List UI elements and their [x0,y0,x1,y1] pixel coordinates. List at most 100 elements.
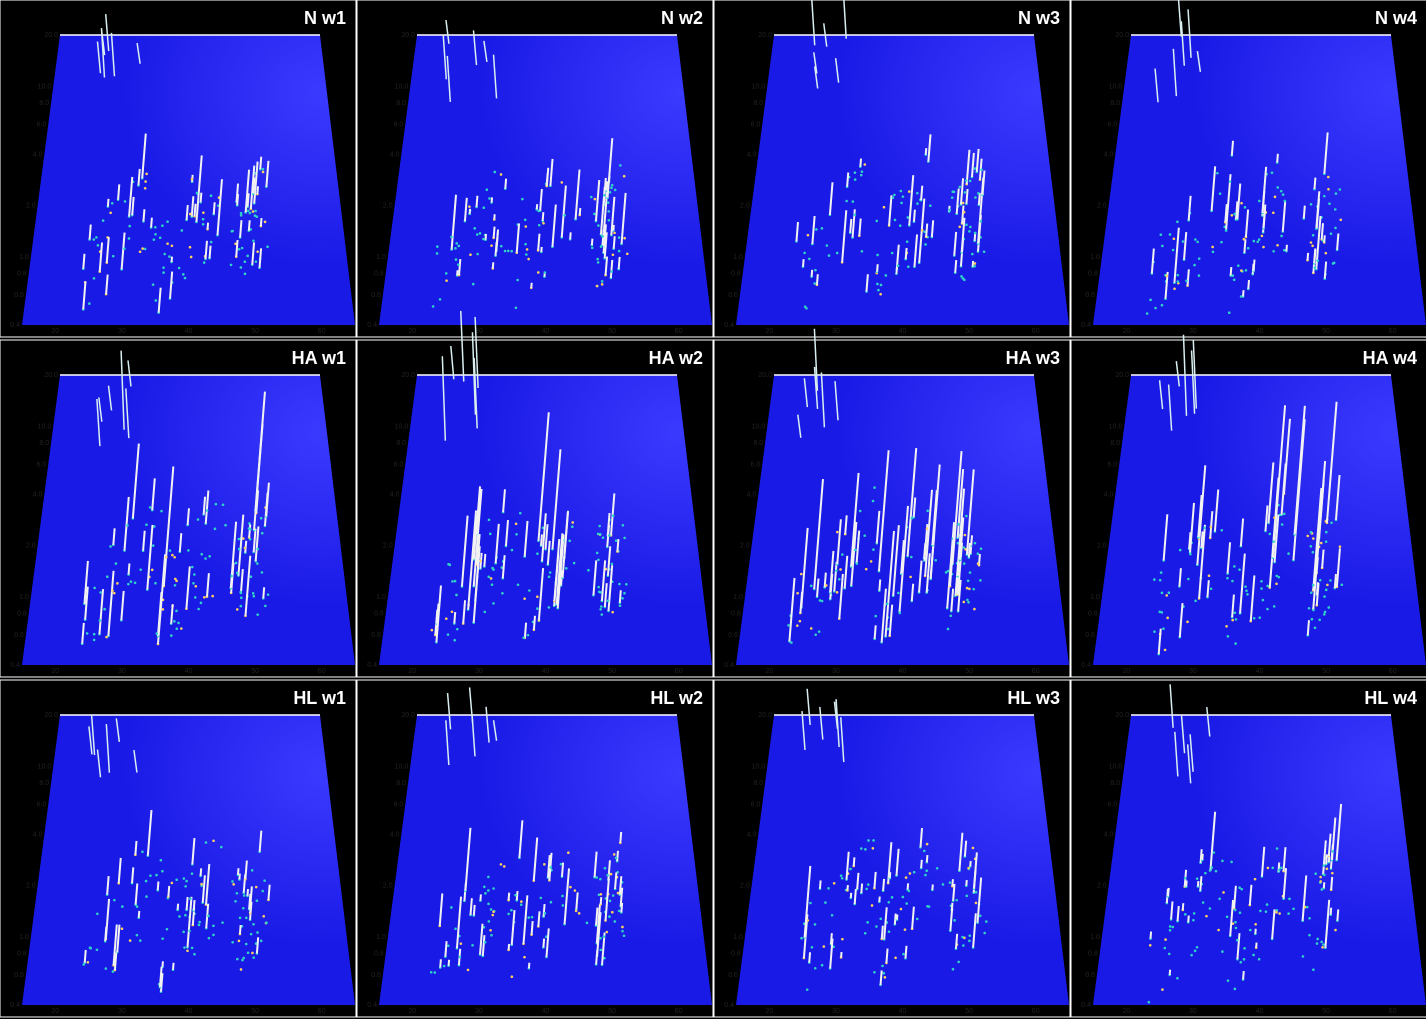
peak [1337,234,1338,250]
peak-dot [1164,938,1167,941]
y-tick-label: 10.0 [395,763,409,770]
peak-dot [1169,233,1172,236]
peak-dot [191,947,194,950]
peak-dot [252,240,255,243]
peak-dot [224,524,227,527]
peak-dot [472,283,475,286]
peak-dot [612,894,615,897]
panel: 0.40.60.81.02.04.06.08.010.020.020304050… [714,680,1070,1017]
peak-dot [155,874,158,877]
peak-dot [182,273,185,276]
y-tick-label: 2.0 [740,203,750,210]
peak [208,223,209,230]
peak-dot [983,250,986,253]
peak-dot [623,175,626,178]
peak-dot [190,256,193,259]
peak-dot [160,510,163,513]
y-tick-label: 2.0 [383,543,393,550]
y-tick-label: 6.0 [751,121,761,128]
x-tick-label: 60 [1389,1008,1397,1015]
y-tick-label: 0.8 [374,611,384,618]
peak [886,949,887,963]
peak-dot [169,549,172,552]
peak-dot [245,917,248,920]
peak [912,584,913,601]
peak [855,889,856,904]
panel: 0.40.60.81.02.04.06.08.010.020.020304050… [1071,680,1426,1017]
peak-dot [926,905,929,908]
peak-dot [447,944,450,947]
peak-dot [149,874,152,877]
peak-dot [454,927,457,930]
y-tick-label: 1.0 [733,254,743,261]
peak-dot [560,863,563,866]
peak-dot [194,596,197,599]
peak [866,274,867,291]
peak-dot [210,241,213,244]
peak-dot [1328,202,1331,205]
peak-dot [606,931,609,934]
peak-dot [490,244,493,247]
y-tick-label: 1.0 [733,934,743,941]
peak-dot [490,934,493,937]
peak-dot [1271,867,1274,870]
peak [966,189,967,204]
peak [538,234,539,251]
peak-dot [183,946,186,949]
y-tick-label: 10.0 [395,83,409,90]
peak-dot [923,850,926,853]
peak-dot [591,247,594,250]
peak [253,178,254,194]
peak-dot [175,627,178,630]
peak-dot [1172,249,1175,252]
peak-dot [1211,246,1214,249]
y-tick-label: 20.0 [44,712,58,719]
peak-dot [1244,206,1247,209]
x-tick-label: 30 [475,668,483,675]
y-tick-label: 2.0 [1097,203,1107,210]
peak [541,534,542,545]
y-tick-label: 10.0 [38,83,52,90]
peak-dot [1314,266,1317,269]
peak-dot [863,534,866,537]
peak-dot [1164,947,1167,950]
peak-dot [561,895,564,898]
panel-label: HL w1 [293,688,346,708]
y-tick-label: 4.0 [33,831,43,838]
panel: 0.40.60.81.02.04.06.08.010.020.020304050… [0,340,356,677]
peak-dot [916,202,919,205]
x-tick-label: 40 [542,668,550,675]
peak-dot [1240,295,1243,298]
peak-dot [821,227,824,230]
peak-dot [1308,917,1311,920]
peak-dot [1339,545,1342,548]
peak-dot [240,596,243,599]
peak [1231,267,1232,275]
peak-dot [813,282,816,285]
peak-dot [796,624,799,627]
peak-dot [887,901,890,904]
x-tick-label: 40 [185,328,193,335]
peak-dot [974,196,977,199]
y-tick-label: 0.8 [1088,611,1098,618]
peak-dot [261,532,264,535]
y-tick-label: 20.0 [401,372,415,379]
peak-dot [1278,912,1281,915]
peak-dot [1310,241,1313,244]
peak-dot [231,880,234,883]
peak-dot [212,839,215,842]
peak-dot [969,571,972,574]
peak-dot [252,210,255,213]
peak-dot [1185,279,1188,282]
peak-dot [964,191,967,194]
peak-dot [622,524,625,527]
peak-dot [264,221,267,224]
peak-dot [608,915,611,918]
peak [809,952,810,962]
x-tick-label: 50 [1322,668,1330,675]
peak [570,232,571,239]
peak-dot [178,915,181,918]
peak-dot [180,229,183,232]
peak-dot [952,968,955,971]
y-tick-label: 8.0 [1110,100,1120,107]
